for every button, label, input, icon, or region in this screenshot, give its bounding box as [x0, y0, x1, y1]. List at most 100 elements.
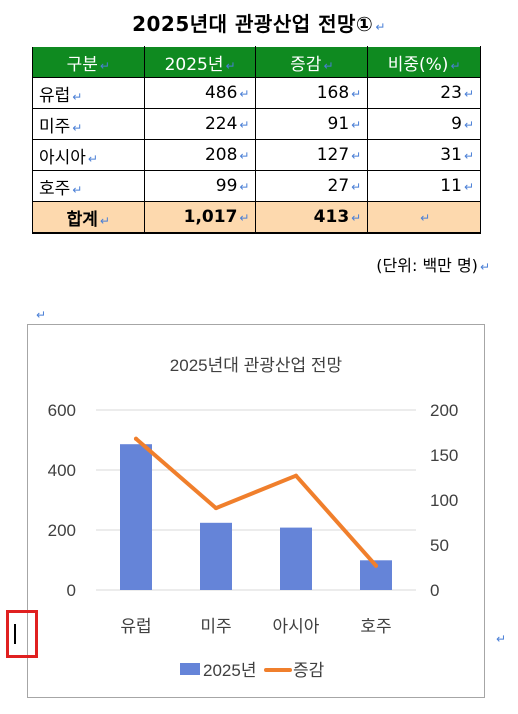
- paragraph-mark-icon: ↵: [239, 118, 250, 132]
- row-label: 아시아: [39, 147, 86, 168]
- value-change-cell: 91 ↵: [255, 108, 369, 140]
- header-label: 구분: [66, 54, 98, 75]
- paragraph-mark-icon: ↵: [351, 211, 362, 225]
- x-category-label: 아시아: [273, 617, 320, 636]
- y-left-tick-label: 200: [48, 521, 76, 540]
- value-change: 27: [327, 176, 350, 196]
- paragraph-end: ↵: [494, 628, 506, 647]
- text-cursor: [14, 624, 16, 644]
- line-point: [374, 563, 378, 568]
- row-label: 유럽: [39, 85, 71, 106]
- paragraph-mark-icon: ↵: [351, 149, 362, 163]
- value-2025: 99: [215, 176, 238, 196]
- paragraph-mark-icon: ↵: [239, 149, 250, 163]
- table-header-row: 구분 ↵ 2025년 ↵ 증감 ↵ 비중(%) ↵: [32, 46, 481, 78]
- y-right-tick-label: 50: [430, 536, 449, 555]
- document-title: 2025년대 관광산업 전망① ↵: [0, 8, 518, 37]
- value-share: 9: [451, 114, 462, 134]
- value-2025: 208: [204, 145, 238, 165]
- paragraph-mark-icon: ↵: [239, 87, 250, 101]
- statistics-table: 구분 ↵ 2025년 ↵ 증감 ↵ 비중(%) ↵ 유럽 ↵ 486 ↵ 168 ↵ 23 ↵ …: [32, 46, 481, 234]
- row-label-cell: 호주 ↵: [32, 170, 145, 202]
- paragraph-mark-icon: ↵: [239, 211, 250, 225]
- value-share-cell: 9 ↵: [367, 108, 481, 140]
- paragraph-mark-icon: ↵: [375, 20, 386, 34]
- row-label: 미주: [39, 116, 71, 137]
- paragraph-mark-icon: ↵: [36, 308, 47, 322]
- header-2025: 2025년 ↵: [143, 46, 257, 78]
- line-증감: [134, 436, 378, 568]
- row-label-cell: 아시아 ↵: [32, 139, 145, 171]
- header-category: 구분 ↵: [32, 46, 145, 78]
- header-label: 2025년: [164, 54, 224, 75]
- line-point: [134, 436, 138, 441]
- table-row: 호주 ↵ 99 ↵ 27 ↵ 11 ↵: [32, 170, 481, 202]
- row-label: 호주: [39, 178, 71, 199]
- header-change: 증감 ↵: [255, 46, 369, 78]
- paragraph-mark-icon: ↵: [463, 118, 474, 132]
- paragraph-mark-icon: ↵: [72, 120, 83, 135]
- total-share-cell: ↵: [367, 201, 481, 234]
- bar-2025년: [200, 522, 232, 590]
- line-point: [214, 506, 218, 511]
- x-category-label: 미주: [200, 617, 231, 636]
- paragraph-mark-icon: ↵: [99, 213, 110, 228]
- y-left-tick-label: 0: [67, 581, 76, 600]
- header-share: 비중(%) ↵: [367, 46, 481, 78]
- paragraph-mark-icon: ↵: [87, 151, 98, 166]
- legend-label: 증감: [293, 661, 325, 680]
- paragraph-mark-icon: ↵: [72, 89, 83, 104]
- y-left-tick-label: 600: [48, 401, 76, 420]
- paragraph-mark-icon: ↵: [351, 118, 362, 132]
- bar-2025년: [120, 444, 152, 590]
- total-label-cell: 합계 ↵: [32, 201, 145, 234]
- total-2025-cell: 1,017 ↵: [143, 201, 257, 234]
- unit-note: (단위: 백만 명) ↵: [376, 252, 490, 276]
- value-2025-cell: 486 ↵: [143, 77, 257, 109]
- value-share: 31: [440, 145, 462, 165]
- chart-title: 2025년대 관광산업 전망: [170, 356, 343, 375]
- value-change-cell: 168 ↵: [255, 77, 369, 109]
- row-label-cell: 유럽 ↵: [32, 77, 145, 109]
- total-2025: 1,017: [183, 207, 238, 227]
- value-change-cell: 27 ↵: [255, 170, 369, 202]
- legend-label: 2025년: [203, 661, 256, 680]
- paragraph-mark-icon: ↵: [351, 87, 362, 101]
- line-point: [294, 473, 298, 478]
- paragraph-mark-icon: ↵: [351, 180, 362, 194]
- x-category-label: 유럽: [120, 617, 151, 636]
- paragraph-mark-icon: ↵: [496, 632, 507, 646]
- value-share: 11: [440, 176, 462, 196]
- value-2025-cell: 99 ↵: [143, 170, 257, 202]
- value-share-cell: 23 ↵: [367, 77, 481, 109]
- paragraph-mark-icon: ↵: [225, 58, 236, 73]
- value-change: 168: [316, 83, 350, 103]
- paragraph-mark-icon: ↵: [420, 211, 431, 225]
- y-left-tick-label: 400: [48, 461, 76, 480]
- paragraph-mark-icon: ↵: [463, 149, 474, 163]
- table-total-row: 합계 ↵ 1,017 ↵ 413 ↵ ↵: [32, 201, 481, 234]
- embedded-chart[interactable]: 2025년대 관광산업 전망 0 200 400 600 0 50 100 150 200 유럽 미주…: [27, 324, 485, 698]
- table-row: 미주 ↵ 224 ↵ 91 ↵ 9 ↵: [32, 108, 481, 140]
- value-2025-cell: 208 ↵: [143, 139, 257, 171]
- y-right-tick-label: 200: [430, 401, 458, 420]
- chart-canvas: 2025년대 관광산업 전망 0 200 400 600 0 50 100 150 200 유럽 미주…: [48, 356, 459, 680]
- y-right-tick-label: 100: [430, 491, 458, 510]
- header-label: 비중(%): [387, 54, 449, 75]
- total-label: 합계: [66, 209, 98, 230]
- paragraph-mark-icon: ↵: [479, 260, 490, 274]
- document-title-text: 2025년대 관광산업 전망①: [132, 12, 374, 36]
- value-change: 127: [316, 145, 350, 165]
- paragraph-mark-icon: ↵: [72, 182, 83, 197]
- bar-2025년: [280, 527, 312, 590]
- total-change: 413: [313, 207, 350, 227]
- value-2025: 486: [204, 83, 238, 103]
- table-row: 아시아 ↵ 208 ↵ 127 ↵ 31 ↵: [32, 139, 481, 171]
- paragraph-mark-icon: ↵: [463, 87, 474, 101]
- y-right-tick-label: 0: [430, 581, 439, 600]
- empty-paragraph[interactable]: ↵: [34, 304, 46, 323]
- value-change-cell: 127 ↵: [255, 139, 369, 171]
- value-share: 23: [440, 83, 462, 103]
- cursor-highlight-box: [6, 610, 38, 658]
- value-share-cell: 11 ↵: [367, 170, 481, 202]
